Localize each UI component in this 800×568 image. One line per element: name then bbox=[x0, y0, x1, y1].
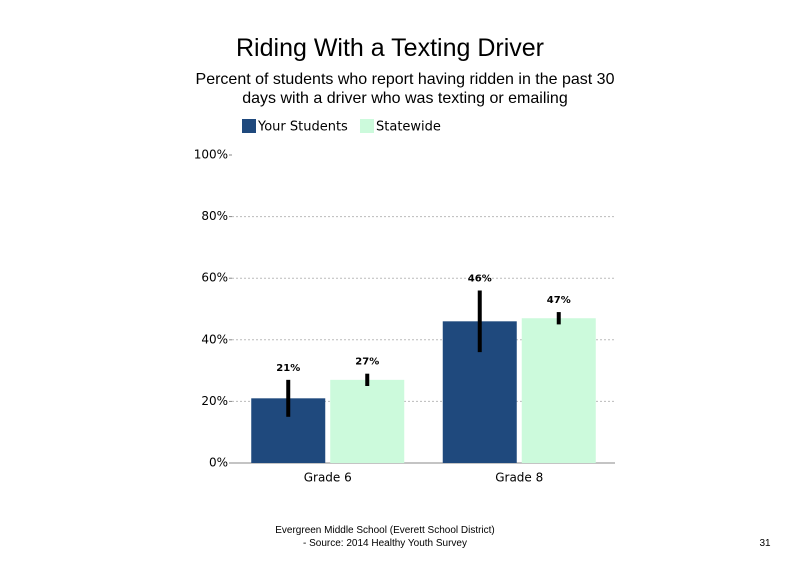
legend-label: Your Students bbox=[257, 120, 348, 135]
chart-title: Riding With a Texting Driver bbox=[236, 34, 544, 62]
value-label: 21% bbox=[276, 363, 300, 374]
x-tick-label: Grade 8 bbox=[495, 471, 543, 485]
chart-subtitle: Percent of students who report having ri… bbox=[195, 71, 615, 107]
y-tick-label: 100% bbox=[194, 148, 228, 162]
bar bbox=[330, 379, 405, 463]
value-label: 47% bbox=[547, 295, 571, 306]
x-tick-label: Grade 6 bbox=[304, 471, 352, 485]
y-tick-label: 40% bbox=[201, 332, 228, 346]
y-tick-label: 80% bbox=[201, 209, 228, 223]
legend-swatch bbox=[242, 119, 256, 133]
y-tick-label: 20% bbox=[201, 394, 228, 408]
page-number: 31 bbox=[759, 538, 771, 549]
y-tick-label: 60% bbox=[201, 271, 228, 285]
value-label: 27% bbox=[355, 357, 379, 368]
y-tick-label: 0% bbox=[209, 456, 228, 470]
legend-label: Statewide bbox=[376, 120, 441, 135]
footer-line: Evergreen Middle School (Everett School … bbox=[275, 525, 495, 536]
value-label: 46% bbox=[468, 274, 492, 285]
legend-swatch bbox=[360, 119, 374, 133]
footer-line: - Source: 2014 Healthy Youth Survey bbox=[303, 538, 467, 549]
bar bbox=[521, 318, 596, 463]
